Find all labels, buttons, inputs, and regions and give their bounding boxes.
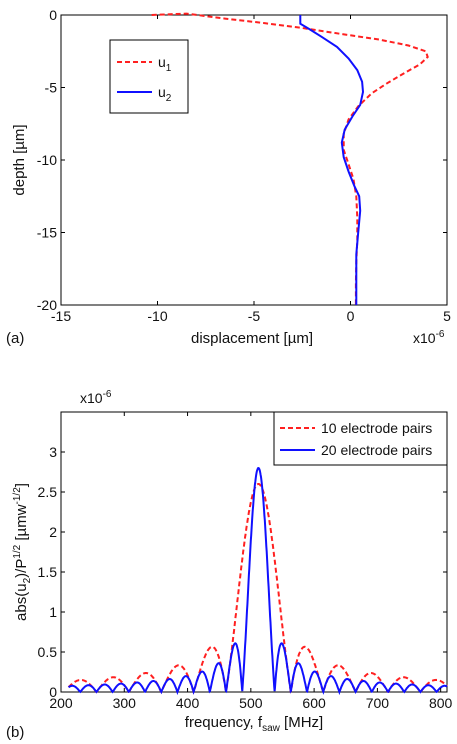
series-b-2 [68,466,448,696]
plot-b-y-multiplier: x10-6 [80,389,112,406]
plot-b-xlabel: frequency, fsaw [MHz] [185,714,323,734]
legend-b-label-20: 20 electrode pairs [321,442,432,458]
legend-a-label-u1: u1 [158,54,172,74]
y-tick-label-a: -5 [45,80,58,96]
panel-b-label: (b) [6,724,24,741]
x-tick-label-a: -5 [248,308,261,324]
x-tick-label-a: -10 [147,308,167,324]
plot-b-series [67,466,448,696]
y-tick-label-b: 2.5 [38,484,58,500]
x-tick-label-a: 5 [443,308,451,324]
plot-a-ylabel: depth [µm] [11,124,28,195]
plot-b-ticks: 200 300 400 500 600 700 800 0 0.5 1 1.5 2 2.5 3 [38,412,453,711]
y-tick-label-a: 0 [49,7,57,23]
x-tick-label-b: 700 [366,695,390,711]
plot-a-xlabel: displacement [µm] [191,330,313,347]
x-tick-label-b: 600 [302,695,326,711]
y-tick-label-b: 1 [49,604,57,620]
legend-b-label-10: 10 electrode pairs [321,420,432,436]
plot-b-ylabel: abs(u2)/P1/2 [µmw-1/2] [12,483,33,621]
x-tick-label-b: 500 [239,695,263,711]
series-a-2 [299,15,365,305]
x-tick-label-a: 0 [347,308,355,324]
panel-a: -15 -10 -5 0 50-5-10-15-20 u1 u2 depth [µm] … [6,7,451,347]
x-tick-label-a: -15 [51,308,71,324]
y-tick-label-a: -20 [37,297,57,313]
plot-a-ticks: -15 -10 -5 0 50-5-10-15-20 [37,7,451,324]
legend-b-box [273,411,448,466]
plot-a-series [151,12,429,305]
series-a-1 [151,12,429,305]
y-tick-label-b: 0 [49,684,57,700]
x-tick-label-b: 200 [49,695,73,711]
x-tick-label-b: 800 [429,695,453,711]
x-tick-label-b: 300 [113,695,137,711]
plot-a-x-multiplier: x10-6 [413,329,445,346]
panel-b: 200 300 400 500 600 700 800 0 0.5 1 1.5 2 2.5 3 10 el… [6,389,453,741]
plot-b-legend: 10 electrode pairs 20 electrode pairs [273,411,448,466]
y-tick-label-a: -15 [37,225,57,241]
y-tick-label-a: -10 [37,152,57,168]
y-tick-label-b: 2 [49,524,57,540]
y-tick-label-b: 0.5 [38,644,58,660]
legend-a-box [109,39,189,114]
legend-a-label-u2: u2 [158,84,172,104]
panel-a-label: (a) [6,330,24,347]
y-tick-label-b: 1.5 [38,564,58,580]
plot-a-legend: u1 u2 [109,39,189,114]
y-tick-label-b: 3 [49,444,57,460]
x-tick-label-b: 400 [176,695,200,711]
